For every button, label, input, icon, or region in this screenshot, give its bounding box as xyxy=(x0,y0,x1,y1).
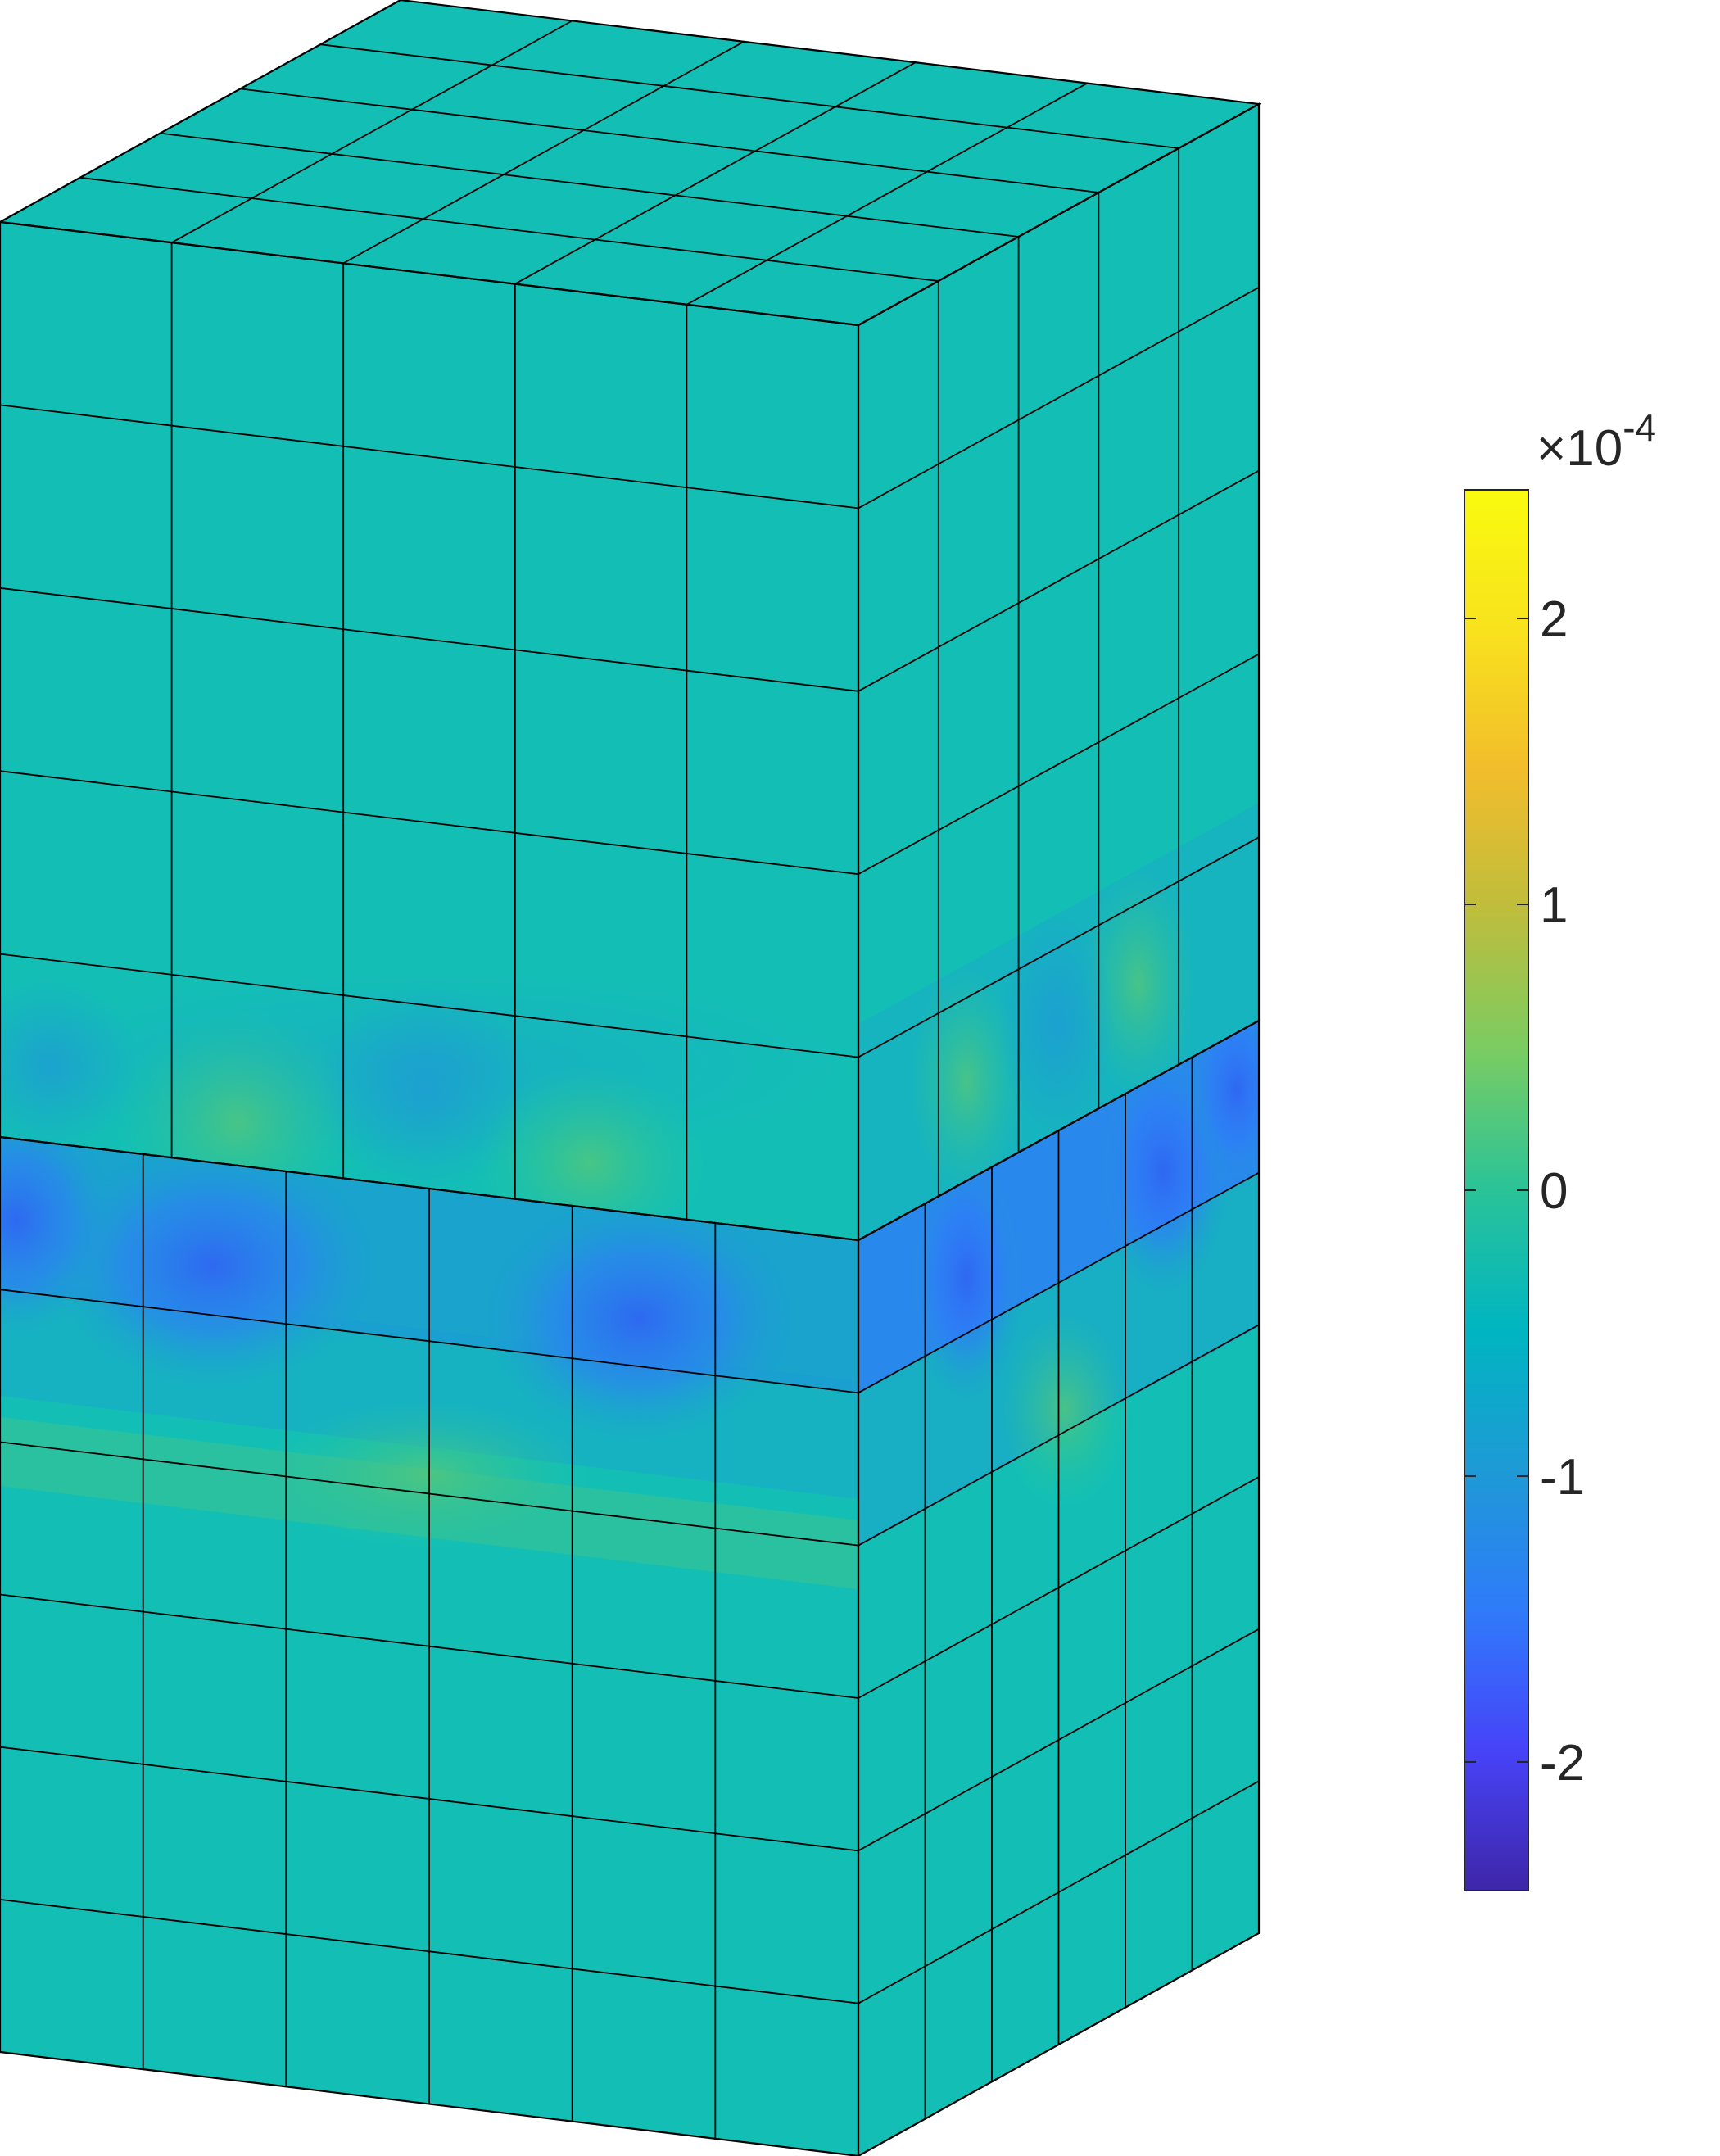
colorbar-tick-label: 0 xyxy=(1540,1163,1568,1220)
colorbar-tick-label: 2 xyxy=(1540,591,1568,648)
top-hline xyxy=(320,43,1179,149)
front-upper-hline xyxy=(0,770,859,876)
colorbar-tick-label: -1 xyxy=(1540,1449,1585,1506)
front-lower-hline xyxy=(0,1441,859,1547)
side-lower-hline xyxy=(858,1324,1260,1547)
top-face xyxy=(0,0,1259,325)
colorbar-tick-label: 1 xyxy=(1540,877,1568,934)
colorbar-tick-label: -2 xyxy=(1540,1735,1585,1791)
front-upper-hline xyxy=(0,404,859,510)
side-lower-hline xyxy=(858,1476,1260,1699)
top-hline xyxy=(160,132,1019,238)
front-upper-hline xyxy=(0,953,859,1058)
hexahedral-mesh xyxy=(0,0,1262,2156)
top-vline xyxy=(514,61,917,285)
colorbar-ticks: 2 1 0 -1 -2 xyxy=(1464,591,1585,1791)
colorbar-multiplier-symbol: × xyxy=(1537,420,1566,477)
front-lower-hline xyxy=(0,1593,859,1699)
field-overlay-upper-side xyxy=(858,803,1259,1240)
side-lower-hline xyxy=(858,1628,1260,1852)
front-lower-hline xyxy=(0,1898,859,2004)
top-vline xyxy=(342,41,745,265)
top-vline xyxy=(686,82,1088,306)
colorbar: 210-1-2 ×10-4 xyxy=(1464,406,1656,1891)
top-vline xyxy=(171,20,573,243)
side-lower-hline xyxy=(858,1171,1260,1394)
mesh-grid-lines xyxy=(0,20,1260,2139)
side-upper-hline xyxy=(858,287,1260,510)
mesh-outlines xyxy=(0,0,1262,2156)
side-upper-hline xyxy=(858,836,1260,1058)
side-upper-hline xyxy=(858,653,1260,875)
colorbar-multiplier-base: 10 xyxy=(1566,420,1623,477)
side-upper-hline xyxy=(858,469,1260,692)
colorbar-multiplier: ×10-4 xyxy=(1537,406,1656,477)
side-lower-hline xyxy=(858,1780,1260,2004)
front-lower-hline xyxy=(0,1746,859,1852)
front-lower-hline xyxy=(0,1289,859,1394)
colorbar-multiplier-exponent: -4 xyxy=(1623,406,1656,449)
front-upper-hline xyxy=(0,587,859,692)
top-hline xyxy=(240,88,1099,193)
top-hline xyxy=(79,176,939,282)
